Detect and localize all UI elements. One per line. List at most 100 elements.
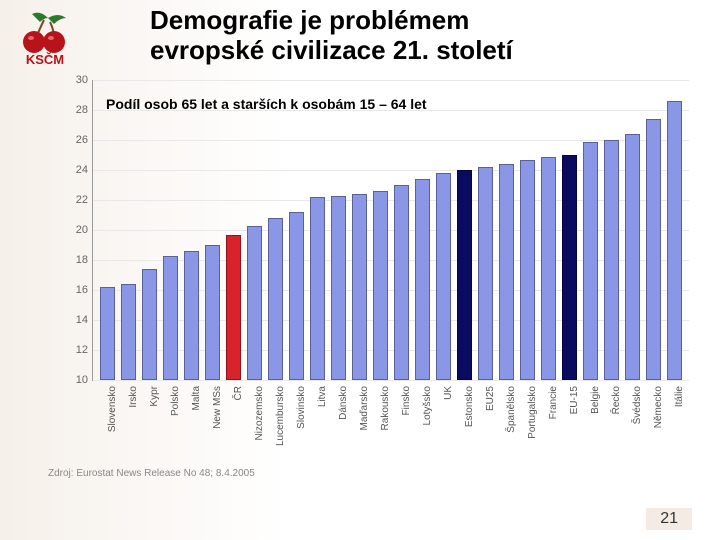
x-label-text: Švédsko [632,386,643,424]
bar-slot [517,80,538,380]
page-title: Demografie je problémem evropské civiliz… [150,6,513,66]
x-label-text: Maďarsko [359,386,370,431]
x-axis-labels: Slovensko Irsko KyprPolsko Malta New MSs ČR Ni… [92,382,688,472]
x-label: Lotyšsko [411,382,432,472]
bar-slot [433,80,454,380]
bar-slot [643,80,664,380]
bar-slot [538,80,559,380]
bar [205,245,219,380]
bar [583,142,597,381]
x-label: Slovinsko [285,382,306,472]
x-label-text: Itálie [674,386,685,407]
bar-slot [202,80,223,380]
x-label-text: Řecko [611,386,622,414]
x-label: Řecko [600,382,621,472]
x-label-text: Rakousko [380,386,391,430]
x-label: EU-15 [558,382,579,472]
bar-slot [664,80,685,380]
x-label-text: New MSs [212,386,223,429]
y-tick-label: 26 [48,134,88,146]
bar [520,160,534,381]
bar [163,256,177,381]
bar [121,284,135,380]
bar-slot [181,80,202,380]
bar [352,194,366,380]
x-label-text: Nizozemsko [254,386,265,440]
bar [247,226,261,381]
bar-slot [223,80,244,380]
bar-slot [286,80,307,380]
x-label: ČR [222,382,243,472]
bar [331,196,345,381]
x-label: Švédsko [621,382,642,472]
bar [541,157,555,381]
bar [394,185,408,380]
x-label: Kypr [138,382,159,472]
x-label-text: Německo [653,386,664,428]
bar [415,179,429,380]
x-label: Lucembursko [264,382,285,472]
bar-slot [139,80,160,380]
x-label-text: Malta [191,386,202,410]
bar-slot [601,80,622,380]
y-tick-label: 28 [48,104,88,116]
x-label: Maďarsko [348,382,369,472]
bar [436,173,450,380]
x-label: New MSs [201,382,222,472]
slide-page: KSČM Demografie je problémem evropské ci… [0,0,720,540]
bar-slot [265,80,286,380]
bar-slot [475,80,496,380]
bar [289,212,303,380]
x-label: EU25 [474,382,495,472]
bar [142,269,156,380]
bar-slot [307,80,328,380]
bar-slot [118,80,139,380]
x-label: Estonsko [453,382,474,472]
x-label-text: EU25 [485,386,496,411]
y-tick-label: 14 [48,314,88,326]
x-label: Belgie [579,382,600,472]
x-label: Polsko [159,382,180,472]
chart-container: Podíl osob 65 let a starších k osobám 15… [48,80,696,480]
bar [646,119,660,380]
bar-slot [349,80,370,380]
x-label: Francie [537,382,558,472]
y-tick-label: 10 [48,374,88,386]
x-label-text: Slovensko [107,386,118,432]
x-label: Irsko [117,382,138,472]
y-tick-label: 24 [48,164,88,176]
x-label-text: Dánsko [338,386,349,420]
x-label-text: Litva [317,386,328,407]
bar [604,140,618,380]
bar-slot [97,80,118,380]
bar [226,235,240,381]
x-label: Finsko [390,382,411,472]
x-label-text: Finsko [401,386,412,415]
bar [310,197,324,380]
bar-slot [622,80,643,380]
bar-slot [580,80,601,380]
x-label-text: Španělsko [506,386,517,433]
title-line-1: Demografie je problémem [150,5,469,35]
x-label-text: Kypr [149,386,160,407]
bar [373,191,387,380]
x-label-text: ČR [233,386,244,400]
x-label-text: Lotyšsko [422,386,433,425]
bar [625,134,639,380]
chart-subtitle: Podíl osob 65 let a starších k osobám 15… [106,96,427,112]
bar-slot [391,80,412,380]
y-tick-label: 18 [48,254,88,266]
bar-slot [496,80,517,380]
bar-slot [412,80,433,380]
x-label-text: Portugalsko [527,386,538,439]
bar-slot [328,80,349,380]
x-label-text: UK [443,386,454,400]
bar-slot [454,80,475,380]
y-tick-label: 16 [48,284,88,296]
x-label-text: Slovinsko [296,386,307,429]
y-tick-label: 22 [48,194,88,206]
y-tick-label: 12 [48,344,88,356]
bar [100,287,114,380]
x-label: Španělsko [495,382,516,472]
x-label-text: Irsko [128,386,139,408]
